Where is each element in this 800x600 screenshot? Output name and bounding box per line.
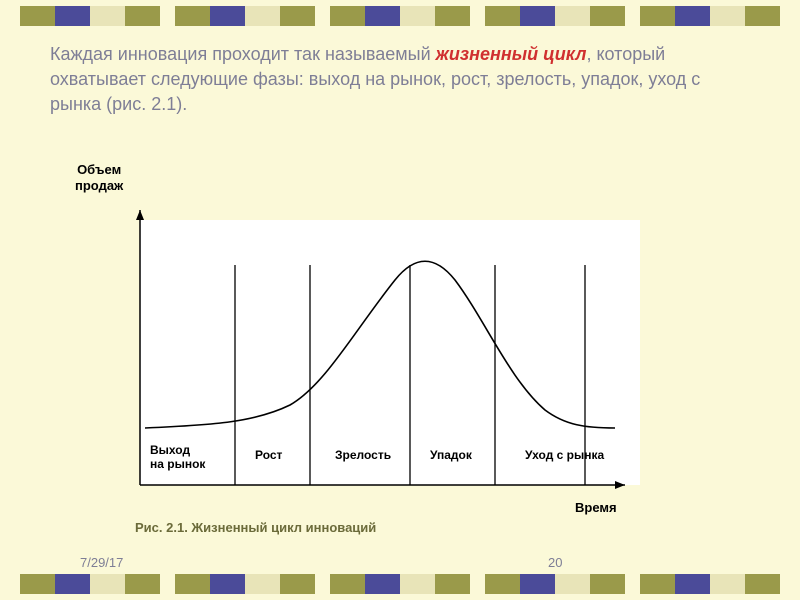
- x-axis-label: Время: [575, 500, 617, 515]
- deco-block: [640, 6, 780, 26]
- decoration-bottom: [0, 568, 800, 600]
- deco-block: [640, 574, 780, 594]
- deco-block: [175, 574, 315, 594]
- figure-caption: Рис. 2.1. Жизненный цикл инноваций: [135, 520, 376, 535]
- lifecycle-chart: Объем продаж Время Выход на рынокРостЗре…: [55, 200, 645, 520]
- phase-label: Зрелость: [335, 448, 391, 462]
- deco-block: [175, 6, 315, 26]
- phase-label: Уход с рынка: [525, 448, 604, 462]
- phase-label: Упадок: [430, 448, 472, 462]
- para-pre: Каждая инновация проходит так называемый: [50, 44, 436, 64]
- deco-block: [485, 6, 625, 26]
- deco-block: [330, 574, 470, 594]
- chart-svg: [55, 200, 645, 520]
- paragraph: Каждая инновация проходит так называемый…: [0, 32, 800, 118]
- para-highlight: жизненный цикл: [436, 44, 587, 64]
- phase-label: Рост: [255, 448, 282, 462]
- deco-block: [485, 574, 625, 594]
- deco-block: [330, 6, 470, 26]
- deco-block: [20, 6, 160, 26]
- phase-label: Выход на рынок: [150, 443, 205, 472]
- y-axis-label: Объем продаж: [75, 162, 123, 193]
- deco-block: [20, 574, 160, 594]
- decoration-top: [0, 0, 800, 32]
